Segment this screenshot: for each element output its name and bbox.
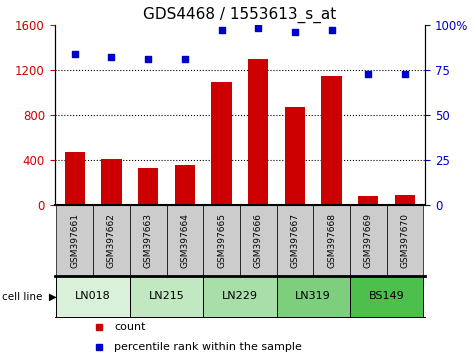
Bar (248, 59, 268, 205)
Bar (395, 195, 415, 205)
Point (181, 56, 189, 62)
Point (144, 56, 152, 62)
Bar (65, 152, 85, 205)
Text: LN229: LN229 (222, 291, 258, 302)
Title: GDS4468 / 1553613_s_at: GDS4468 / 1553613_s_at (143, 7, 336, 23)
Bar (276, 276, 350, 317)
Text: GSM397663: GSM397663 (143, 213, 152, 268)
Text: GSM397670: GSM397670 (400, 213, 409, 268)
Bar (167, 205, 203, 276)
Text: percentile rank within the sample: percentile rank within the sample (114, 342, 302, 352)
Bar (57, 276, 130, 317)
Bar (387, 205, 423, 276)
Text: LN215: LN215 (149, 291, 184, 302)
Point (255, 25, 262, 31)
Text: count: count (114, 322, 145, 332)
Point (401, 71, 409, 76)
Bar (350, 276, 423, 317)
Bar (313, 205, 350, 276)
Bar (93, 205, 130, 276)
Bar (138, 168, 158, 205)
Bar (130, 205, 167, 276)
Point (108, 55, 115, 60)
Text: GSM397665: GSM397665 (217, 213, 226, 268)
Bar (240, 205, 276, 276)
Point (291, 29, 299, 35)
Bar (322, 75, 342, 205)
Bar (211, 82, 232, 205)
Bar (101, 159, 122, 205)
Text: GSM397669: GSM397669 (364, 213, 373, 268)
Point (71, 51, 78, 57)
Point (218, 27, 225, 33)
Text: LN018: LN018 (75, 291, 111, 302)
Text: GSM397667: GSM397667 (290, 213, 299, 268)
Bar (276, 205, 313, 276)
Bar (175, 165, 195, 205)
Text: GSM397661: GSM397661 (70, 213, 79, 268)
Bar (203, 205, 240, 276)
Text: cell line  ▶: cell line ▶ (2, 291, 57, 302)
Bar (130, 276, 203, 317)
Bar (203, 276, 276, 317)
Bar (358, 196, 379, 205)
Text: LN319: LN319 (295, 291, 331, 302)
Bar (285, 107, 305, 205)
Text: GSM397668: GSM397668 (327, 213, 336, 268)
Bar (350, 205, 387, 276)
Text: GSM397664: GSM397664 (180, 213, 190, 268)
Point (328, 27, 335, 33)
Bar (57, 205, 93, 276)
Text: GSM397662: GSM397662 (107, 213, 116, 268)
Text: BS149: BS149 (369, 291, 405, 302)
Point (364, 71, 372, 76)
Text: GSM397666: GSM397666 (254, 213, 263, 268)
